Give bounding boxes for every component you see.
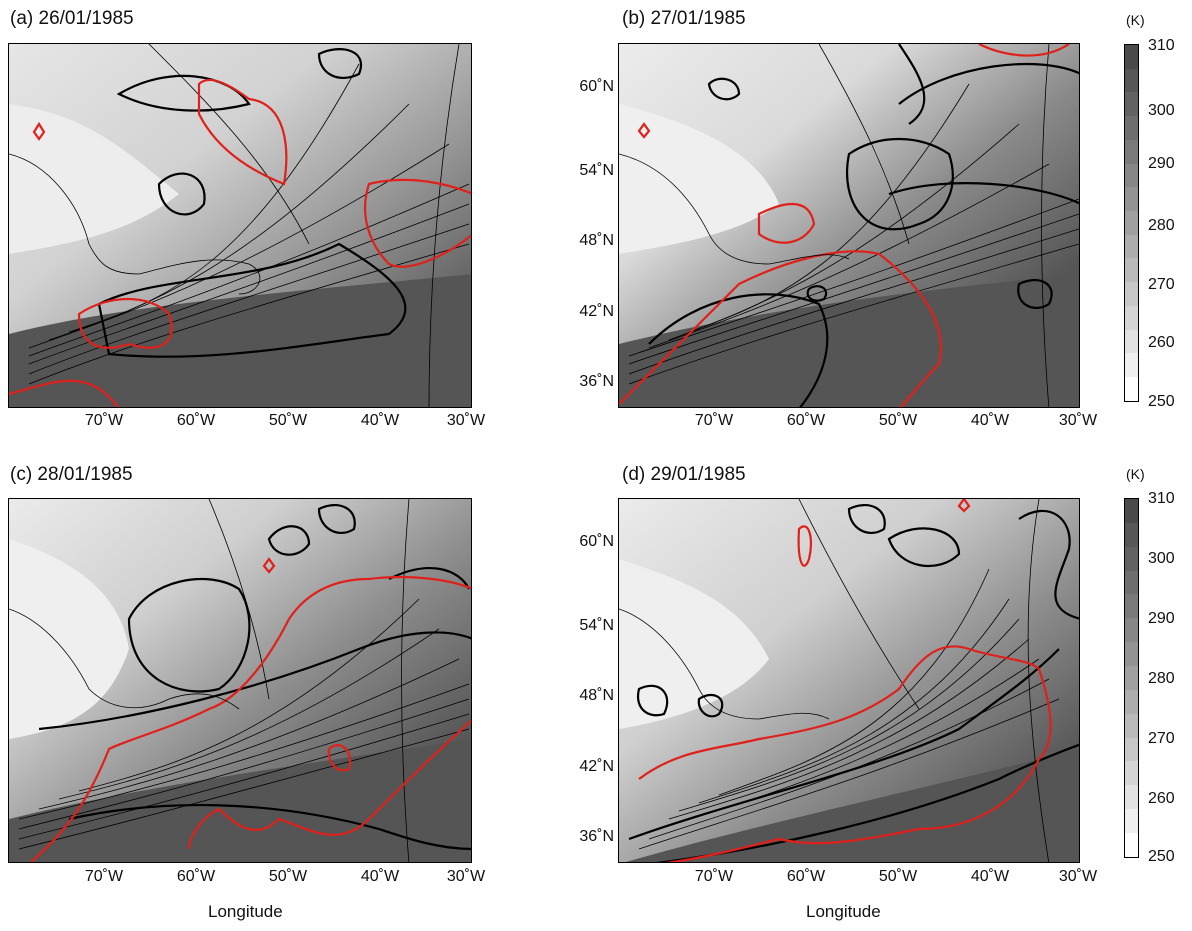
y-tick-label: 42˚N xyxy=(579,303,614,320)
colorbar-level xyxy=(1125,329,1138,354)
x-tick-label: 30˚W xyxy=(446,868,486,885)
colorbar-tick: 300 xyxy=(1148,550,1175,567)
colorbar-tick: 270 xyxy=(1148,730,1175,747)
colorbar-tick: 260 xyxy=(1148,790,1175,807)
colorbar-tick: 280 xyxy=(1148,670,1175,687)
x-tick-label: 30˚W xyxy=(1058,868,1098,885)
x-tick-label: 60˚W xyxy=(786,412,826,429)
x-tick-label: 60˚W xyxy=(176,412,216,429)
temperature-field xyxy=(619,499,1079,862)
colorbar-tick: 310 xyxy=(1148,37,1175,54)
colorbar xyxy=(1124,44,1139,402)
x-tick-label: 50˚W xyxy=(268,412,308,429)
colorbar-level xyxy=(1125,833,1138,857)
y-tick-label: 36˚N xyxy=(579,828,614,845)
colorbar-level xyxy=(1125,353,1138,378)
x-axis-label: Longitude xyxy=(806,902,881,921)
x-axis-label: Longitude xyxy=(208,902,283,921)
y-tick-label: 54˚N xyxy=(579,617,614,634)
colorbar-level xyxy=(1125,187,1138,212)
colorbar-level xyxy=(1125,522,1138,547)
temperature-field xyxy=(619,44,1079,407)
colorbar-tick: 290 xyxy=(1148,155,1175,172)
x-tick-label: 30˚W xyxy=(1058,412,1098,429)
map-plot xyxy=(618,498,1080,863)
colorbar-tick: 290 xyxy=(1148,610,1175,627)
x-tick-label: 50˚W xyxy=(268,868,308,885)
y-tick-label: 42˚N xyxy=(579,758,614,775)
temperature-field xyxy=(9,44,471,407)
colorbar-level xyxy=(1125,546,1138,571)
colorbar-level xyxy=(1125,594,1138,619)
x-tick-label: 60˚W xyxy=(176,868,216,885)
x-tick-label: 70˚W xyxy=(694,868,734,885)
x-tick-label: 40˚W xyxy=(360,412,400,429)
colorbar-level xyxy=(1125,68,1138,93)
map-plot xyxy=(618,43,1080,408)
temperature-field xyxy=(9,499,471,862)
x-tick-label: 50˚W xyxy=(878,412,918,429)
x-tick-label: 40˚W xyxy=(970,868,1010,885)
map-plot xyxy=(8,498,472,863)
colorbar-level xyxy=(1125,785,1138,810)
colorbar-level xyxy=(1125,761,1138,786)
colorbar-level xyxy=(1125,116,1138,140)
colorbar-level xyxy=(1125,689,1138,714)
colorbar-level xyxy=(1125,570,1138,595)
colorbar-level xyxy=(1125,92,1138,117)
colorbar-level xyxy=(1125,737,1138,762)
colorbar-level xyxy=(1125,282,1138,306)
colorbar-level xyxy=(1125,642,1138,667)
colorbar-level xyxy=(1125,139,1138,164)
colorbar-tick: 280 xyxy=(1148,217,1175,234)
colorbar-level xyxy=(1125,499,1138,523)
panel-title: (a) 26/01/1985 xyxy=(10,8,134,29)
colorbar-level xyxy=(1125,618,1138,643)
colorbar-level xyxy=(1125,163,1138,188)
colorbar-tick: 250 xyxy=(1148,848,1175,865)
colorbar-level xyxy=(1125,234,1138,259)
y-tick-label: 60˚N xyxy=(579,78,614,95)
x-tick-label: 50˚W xyxy=(878,868,918,885)
colorbar-level xyxy=(1125,305,1138,330)
y-tick-label: 54˚N xyxy=(579,162,614,179)
x-tick-label: 70˚W xyxy=(694,412,734,429)
colorbar-level xyxy=(1125,258,1138,283)
y-tick-label: 48˚N xyxy=(579,687,614,704)
colorbar-level xyxy=(1125,666,1138,690)
colorbar-unit: (K) xyxy=(1126,466,1145,482)
colorbar-tick: 260 xyxy=(1148,334,1175,351)
colorbar-tick: 270 xyxy=(1148,276,1175,293)
colorbar-tick: 300 xyxy=(1148,102,1175,119)
colorbar-tick: 250 xyxy=(1148,393,1175,410)
x-tick-label: 70˚W xyxy=(84,868,124,885)
colorbar-level xyxy=(1125,377,1138,401)
y-tick-label: 60˚N xyxy=(579,533,614,550)
colorbar-level xyxy=(1125,809,1138,834)
colorbar-tick: 310 xyxy=(1148,490,1175,507)
panel-title: (c) 28/01/1985 xyxy=(10,464,133,485)
x-tick-label: 40˚W xyxy=(970,412,1010,429)
colorbar-unit: (K) xyxy=(1126,12,1145,28)
x-tick-label: 70˚W xyxy=(84,412,124,429)
map-plot xyxy=(8,43,472,408)
colorbar-level xyxy=(1125,45,1138,69)
panel-title: (d) 29/01/1985 xyxy=(622,464,746,485)
colorbar-level xyxy=(1125,713,1138,738)
y-tick-label: 48˚N xyxy=(579,232,614,249)
colorbar xyxy=(1124,498,1139,858)
x-tick-label: 40˚W xyxy=(360,868,400,885)
colorbar-level xyxy=(1125,211,1138,235)
panel-title: (b) 27/01/1985 xyxy=(622,8,746,29)
x-tick-label: 30˚W xyxy=(446,412,486,429)
y-tick-label: 36˚N xyxy=(579,373,614,390)
x-tick-label: 60˚W xyxy=(786,868,826,885)
